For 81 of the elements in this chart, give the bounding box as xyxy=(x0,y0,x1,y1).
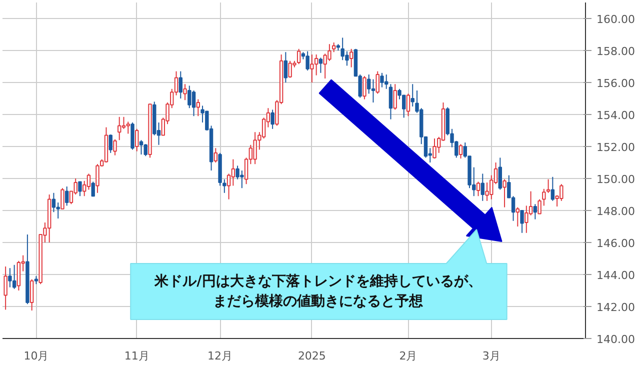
candlestick xyxy=(52,192,56,213)
candlestick xyxy=(502,178,506,208)
candlestick xyxy=(86,173,91,190)
candlestick xyxy=(520,210,524,234)
candlestick xyxy=(78,181,82,197)
candlestick xyxy=(406,93,410,117)
x-tick-label: 2月 xyxy=(399,350,418,362)
candlestick xyxy=(16,260,21,291)
candlestick xyxy=(410,84,414,107)
candlestick xyxy=(388,84,393,120)
candlestick xyxy=(306,50,310,71)
x-tick-label: 11月 xyxy=(124,350,150,362)
candlestick xyxy=(188,85,192,109)
candlestick xyxy=(542,188,546,206)
y-tick-label: 152.00 xyxy=(596,141,635,154)
candlestick xyxy=(118,116,122,141)
y-tick-label: 158.00 xyxy=(596,45,635,58)
x-tick-label: 12月 xyxy=(208,350,233,362)
candlestick xyxy=(366,74,371,94)
candlestick xyxy=(270,109,274,130)
candlestick xyxy=(108,134,112,154)
candlestick xyxy=(432,138,436,159)
candlestick xyxy=(362,76,366,100)
candlestick xyxy=(196,98,200,117)
candlestick xyxy=(332,42,336,53)
candlestick xyxy=(178,70,182,99)
candlestick xyxy=(91,181,95,197)
candlestick xyxy=(96,164,100,194)
candlestick xyxy=(144,144,148,157)
y-tick-label: 160.00 xyxy=(596,13,635,26)
y-tick-label: 154.00 xyxy=(596,109,635,122)
candlestick xyxy=(30,278,34,311)
candlestick xyxy=(192,90,196,117)
candlestick xyxy=(135,128,139,152)
candlestick xyxy=(314,54,318,76)
candlestick xyxy=(498,157,502,190)
candlestick xyxy=(380,72,384,88)
candlestick xyxy=(318,57,323,74)
candlestick xyxy=(349,48,354,68)
candlestick xyxy=(458,144,463,159)
candlestick xyxy=(4,266,8,310)
candlestick xyxy=(122,116,126,130)
annotation: 米ドル/円は大きな下落トレンドを維持しているが、 xyxy=(154,274,482,290)
y-tick-label: 150.00 xyxy=(596,173,635,186)
y-tick-label: 144.00 xyxy=(596,269,635,282)
candlestick xyxy=(371,78,376,103)
y-tick-label: 140.00 xyxy=(596,333,635,346)
candlestick xyxy=(126,121,130,134)
candlestick xyxy=(538,198,542,214)
candlestick xyxy=(139,140,144,155)
candlestick xyxy=(56,202,60,219)
candlestick xyxy=(64,186,69,206)
candlestick xyxy=(393,84,397,110)
x-tick-label: 10月 xyxy=(24,350,49,362)
candlestick xyxy=(516,206,520,227)
candlestick xyxy=(476,181,480,197)
y-tick-label: 146.00 xyxy=(596,237,635,250)
candlestick xyxy=(214,148,218,163)
candlestick xyxy=(113,138,117,156)
candlestick xyxy=(231,158,236,186)
candlestick xyxy=(222,178,226,194)
candlestick xyxy=(296,48,301,65)
x-tick-label: 2025 xyxy=(298,350,326,362)
candlestick xyxy=(60,188,64,210)
y-tick-label: 142.00 xyxy=(596,301,635,314)
candlestick xyxy=(384,74,388,90)
candlestick xyxy=(480,173,484,202)
candlestick xyxy=(130,122,134,150)
candlestick xyxy=(376,70,380,94)
candlestick xyxy=(310,54,314,83)
y-tick-label: 156.00 xyxy=(596,77,635,90)
candlestick xyxy=(550,176,555,202)
candlestick xyxy=(284,52,288,83)
candlestick xyxy=(8,268,12,288)
candlestick xyxy=(183,84,187,101)
y-tick-label: 148.00 xyxy=(596,205,635,218)
candlestick xyxy=(524,205,528,234)
candlestick xyxy=(533,204,538,220)
annotation: まだら模様の値動きになると予想 xyxy=(213,294,424,310)
candlestick xyxy=(12,264,16,290)
x-tick-label: 3月 xyxy=(482,350,500,362)
